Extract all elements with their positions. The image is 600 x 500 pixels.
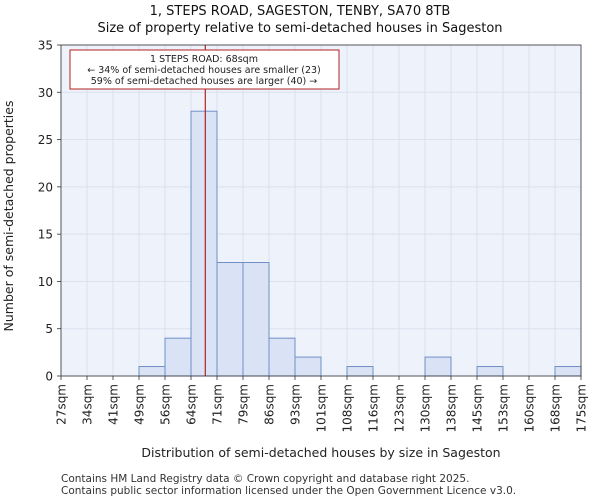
x-tick-label: 41sqm bbox=[107, 384, 121, 425]
y-axis-label: Number of semi-detached properties bbox=[1, 101, 16, 332]
x-tick-label: 130sqm bbox=[419, 384, 433, 432]
y-tick-label: 5 bbox=[45, 322, 53, 336]
x-tick-label: 116sqm bbox=[367, 384, 381, 432]
x-tick-label: 108sqm bbox=[341, 384, 355, 432]
chart-subtitle: Size of property relative to semi-detach… bbox=[97, 21, 503, 36]
annotation-line-2: ← 34% of semi-detached houses are smalle… bbox=[87, 65, 321, 76]
y-tick-label: 20 bbox=[38, 180, 53, 194]
histogram-bar bbox=[190, 110, 218, 377]
x-tick-label: 56sqm bbox=[159, 384, 173, 425]
x-tick-label: 79sqm bbox=[237, 384, 251, 425]
y-tick-label: 10 bbox=[38, 275, 53, 289]
histogram-bar bbox=[346, 366, 374, 377]
x-tick-label: 86sqm bbox=[263, 384, 277, 425]
y-tick-label: 30 bbox=[38, 86, 53, 100]
x-tick-label: 27sqm bbox=[55, 384, 69, 425]
x-tick-label: 175sqm bbox=[575, 384, 589, 432]
histogram-bar bbox=[554, 366, 582, 377]
x-tick-label: 71sqm bbox=[211, 384, 225, 425]
x-tick-label: 34sqm bbox=[81, 384, 95, 425]
histogram-bar bbox=[424, 356, 452, 377]
x-tick-label: 93sqm bbox=[289, 384, 303, 425]
x-axis-label: Distribution of semi-detached houses by … bbox=[141, 445, 500, 460]
annotation-line-1: 1 STEPS ROAD: 68sqm bbox=[150, 54, 258, 65]
footer-licence: Contains public sector information licen… bbox=[61, 485, 517, 497]
annotation-line-3: 59% of semi-detached houses are larger (… bbox=[91, 76, 318, 87]
x-tick-label: 101sqm bbox=[315, 384, 329, 432]
x-tick-label: 168sqm bbox=[549, 384, 563, 432]
y-tick-label: 25 bbox=[38, 133, 53, 147]
histogram-bar bbox=[138, 366, 166, 377]
x-tick-label: 49sqm bbox=[133, 384, 147, 425]
x-tick-label: 138sqm bbox=[445, 384, 459, 432]
histogram-bar bbox=[164, 337, 192, 377]
y-tick-label: 15 bbox=[38, 228, 53, 242]
histogram-bar bbox=[476, 366, 504, 377]
annotation-box: 1 STEPS ROAD: 68sqm ← 34% of semi-detach… bbox=[69, 49, 340, 90]
x-tick-label: 160sqm bbox=[523, 384, 537, 432]
histogram-bar bbox=[242, 262, 270, 377]
histogram-bar bbox=[294, 356, 322, 377]
y-tick-label: 35 bbox=[38, 39, 53, 53]
annotation-frame bbox=[69, 49, 340, 90]
y-tick-label: 0 bbox=[45, 370, 53, 384]
histogram-bar bbox=[268, 337, 296, 377]
x-tick-label: 123sqm bbox=[393, 384, 407, 432]
histogram-bar bbox=[216, 262, 244, 377]
x-tick-label: 145sqm bbox=[471, 384, 485, 432]
x-tick-label: 64sqm bbox=[185, 384, 199, 425]
x-tick-label: 153sqm bbox=[497, 384, 511, 432]
chart-title: 1, STEPS ROAD, SAGESTON, TENBY, SA70 8TB bbox=[149, 4, 451, 19]
footer-copyright: Contains HM Land Registry data © Crown c… bbox=[61, 473, 470, 485]
